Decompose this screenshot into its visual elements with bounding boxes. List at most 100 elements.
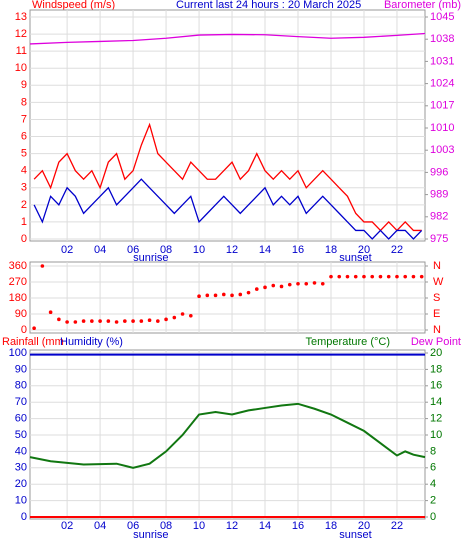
y-tick-label: 30 — [15, 462, 27, 474]
y-tick-label: 10 — [15, 495, 27, 507]
series-line — [29, 402, 426, 469]
point — [320, 281, 325, 286]
y2-tick-label: 4 — [430, 478, 436, 490]
annotation: sunrise — [133, 252, 168, 264]
y-tick-label: 100 — [9, 347, 27, 359]
y2-tick-label: E — [433, 308, 440, 320]
point — [345, 274, 350, 279]
point — [172, 315, 177, 320]
point — [81, 319, 86, 323]
y-tick-label: 0 — [21, 324, 27, 336]
x-tick-label: 08 — [160, 520, 172, 532]
point — [65, 320, 69, 324]
y-tick-label: 2 — [21, 199, 27, 211]
x-tick-label: 22 — [391, 244, 403, 256]
point — [271, 283, 276, 288]
point — [213, 293, 218, 298]
point — [378, 274, 383, 279]
point — [57, 317, 61, 322]
y2-tick-label: 2 — [430, 495, 436, 507]
point — [230, 293, 234, 298]
y-tick-label: 3 — [21, 182, 27, 194]
point — [403, 274, 408, 279]
annotation: sunset — [339, 252, 371, 264]
series-line — [33, 178, 423, 240]
point — [370, 274, 375, 279]
plot-area — [29, 9, 426, 242]
y2-tick-label: 1017 — [430, 100, 454, 112]
x-tick-label: 12 — [226, 244, 238, 256]
y-tick-label: 12 — [15, 28, 27, 40]
point — [221, 292, 226, 297]
point — [123, 319, 127, 323]
y2-tick-label: 10 — [430, 429, 442, 441]
point — [353, 274, 358, 279]
y-tick-label: 9 — [21, 79, 27, 91]
point — [287, 282, 292, 287]
y-tick-label: 0 — [21, 511, 27, 523]
y-tick-label: 7 — [21, 113, 27, 125]
x-tick-label: 16 — [292, 244, 304, 256]
point — [32, 326, 36, 331]
y2-tick-label: 1024 — [430, 78, 454, 90]
y2-tick-label: 975 — [430, 233, 448, 245]
point — [395, 274, 399, 279]
y-tick-label: 5 — [21, 148, 27, 160]
x-tick-label: 16 — [292, 520, 304, 532]
series-line — [33, 122, 422, 232]
point — [197, 294, 201, 299]
point — [73, 320, 78, 324]
point — [189, 313, 193, 318]
x-tick-label: 08 — [160, 244, 172, 256]
x-tick-label: 20 — [358, 520, 370, 532]
x-tick-label: 14 — [259, 244, 271, 256]
y-axis-title: Rainfall (mm — [2, 336, 64, 348]
point — [279, 284, 284, 289]
x-tick-label: 14 — [259, 520, 271, 532]
y2-tick-label: 8 — [430, 445, 436, 457]
point — [180, 312, 185, 316]
point — [246, 290, 251, 295]
y2-tick-label: 1003 — [430, 144, 454, 156]
y2-tick-label: 1038 — [430, 33, 454, 45]
y2-axis-title: Dew Point — [411, 336, 461, 348]
y2-tick-label: 996 — [430, 166, 448, 178]
point — [304, 281, 309, 286]
y-tick-label: 10 — [15, 62, 27, 74]
y2-tick-label: 14 — [430, 396, 442, 408]
y-axis-title: Humidity (%) — [60, 336, 123, 348]
x-tick-label: 10 — [193, 244, 205, 256]
y2-tick-label: 0 — [430, 511, 436, 523]
point — [139, 319, 144, 323]
point — [263, 285, 267, 290]
point — [90, 319, 94, 323]
y-tick-label: 60 — [15, 413, 27, 425]
point — [419, 274, 424, 279]
x-tick-label: 18 — [325, 244, 337, 256]
y2-tick-label: 1045 — [430, 11, 454, 23]
y-tick-label: 0 — [21, 233, 27, 245]
x-tick-label: 04 — [94, 520, 106, 532]
x-tick-label: 22 — [391, 520, 403, 532]
point — [411, 274, 416, 279]
y2-tick-label: W — [433, 276, 444, 288]
y2-axis-title: Barometer (mb) — [384, 0, 461, 11]
y-tick-label: 270 — [9, 276, 27, 288]
y-tick-label: 80 — [15, 380, 27, 392]
y2-tick-label: N — [433, 324, 441, 336]
y-tick-label: 4 — [21, 165, 27, 177]
y2-tick-label: 12 — [430, 413, 442, 425]
point — [386, 274, 391, 279]
x-tick-label: 02 — [61, 244, 73, 256]
point — [106, 319, 111, 323]
y2-tick-label: N — [433, 260, 441, 272]
y-tick-label: 6 — [21, 130, 27, 142]
point — [254, 287, 259, 291]
y2-tick-label: 1031 — [430, 55, 454, 67]
y2-tick-label: 989 — [430, 189, 448, 201]
x-tick-label: 04 — [94, 244, 106, 256]
y2-tick-label: 6 — [430, 462, 436, 474]
y2-axis-title: Temperature (°C) — [306, 336, 390, 348]
y-tick-label: 11 — [16, 45, 27, 57]
y-tick-label: 360 — [9, 260, 27, 272]
